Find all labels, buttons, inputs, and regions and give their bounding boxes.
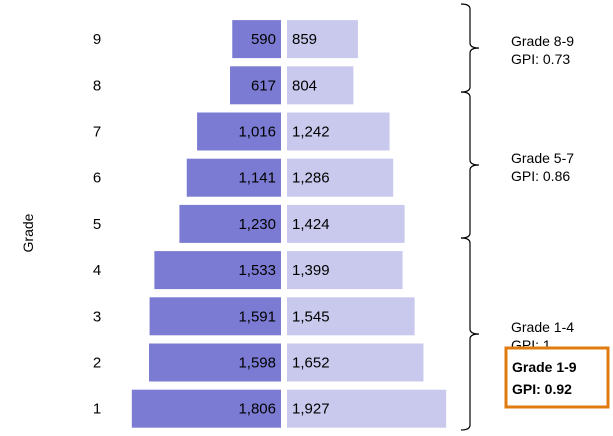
bar-right-value-label: 1,242 bbox=[292, 124, 330, 141]
bar-left-value-label: 590 bbox=[251, 31, 276, 48]
bar-left-value-label: 1,806 bbox=[238, 401, 276, 418]
bar-right-value-label: 1,286 bbox=[292, 170, 330, 187]
group-brace bbox=[460, 91, 480, 239]
bar-left bbox=[154, 251, 281, 290]
summary-gpi: GPI: 0.92 bbox=[512, 381, 572, 397]
bar-right bbox=[287, 251, 403, 290]
group-brace bbox=[460, 3, 480, 93]
bar-right-value-label: 859 bbox=[292, 31, 317, 48]
group-brace bbox=[460, 237, 480, 431]
grade-tick-label: 6 bbox=[93, 170, 101, 187]
bar-left bbox=[186, 158, 281, 197]
grade-tick-label: 9 bbox=[93, 31, 101, 48]
bar-right-value-label: 1,927 bbox=[292, 401, 330, 418]
grade-tick-label: 8 bbox=[93, 77, 101, 94]
summary-title: Grade 1-9 bbox=[512, 359, 577, 375]
bar-left bbox=[131, 389, 281, 428]
bar-left bbox=[149, 297, 281, 336]
bar-left-value-label: 617 bbox=[251, 77, 276, 94]
summary-box bbox=[504, 346, 610, 409]
bar-right bbox=[287, 20, 358, 59]
bar-right bbox=[287, 158, 394, 197]
group-gpi: GPI: 0.73 bbox=[511, 51, 570, 67]
bar-left-value-label: 1,141 bbox=[238, 170, 276, 187]
bar-left bbox=[179, 204, 281, 243]
grade-tick-label: 4 bbox=[93, 262, 101, 279]
group-title: Grade 8-9 bbox=[511, 33, 574, 49]
bar-right bbox=[287, 343, 424, 382]
bar-left-value-label: 1,230 bbox=[238, 216, 276, 233]
group-title: Grade 5-7 bbox=[511, 150, 574, 166]
bar-right bbox=[287, 112, 390, 151]
bar-left bbox=[232, 20, 281, 59]
grade-tick-label: 1 bbox=[93, 401, 101, 418]
grade-tick-label: 7 bbox=[93, 124, 101, 141]
bar-left-value-label: 1,591 bbox=[238, 308, 276, 325]
bar-left bbox=[197, 112, 281, 151]
bar-left bbox=[230, 66, 281, 105]
bar-right-value-label: 1,545 bbox=[292, 308, 330, 325]
bar-right-value-label: 1,424 bbox=[292, 216, 330, 233]
grade-tick-label: 5 bbox=[93, 216, 101, 233]
grade-tick-label: 2 bbox=[93, 355, 101, 372]
bar-right-value-label: 1,399 bbox=[292, 262, 330, 279]
bar-left-value-label: 1,016 bbox=[238, 124, 276, 141]
group-gpi: GPI: 0.86 bbox=[511, 168, 570, 184]
bar-right bbox=[287, 297, 415, 336]
bar-left-value-label: 1,533 bbox=[238, 262, 276, 279]
grade-tick-label: 3 bbox=[93, 308, 101, 325]
group-title: Grade 1-4 bbox=[511, 319, 574, 335]
bar-left bbox=[149, 343, 281, 382]
bar-left-value-label: 1,598 bbox=[238, 355, 276, 372]
bar-right bbox=[287, 204, 405, 243]
bar-right-value-label: 804 bbox=[292, 77, 317, 94]
y-axis-label: Grade bbox=[20, 213, 36, 252]
bar-right-value-label: 1,652 bbox=[292, 355, 330, 372]
bar-right bbox=[287, 66, 354, 105]
bar-right bbox=[287, 389, 447, 428]
